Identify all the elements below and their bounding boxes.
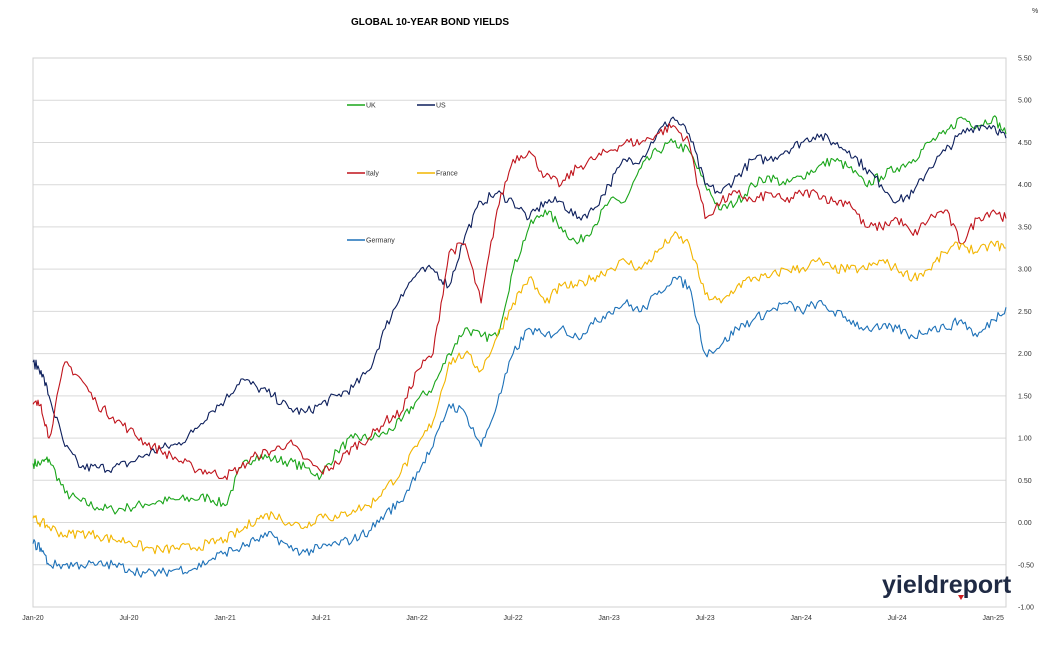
y-tick-label: -1.00 xyxy=(1018,605,1034,612)
legend-label-france: France xyxy=(436,171,458,178)
y-axis-unit-label: % xyxy=(1032,8,1038,15)
x-tick-label: Jul-21 xyxy=(312,615,331,622)
legend-label-us: US xyxy=(436,103,446,110)
x-axis-ticks: Jan-20 Jul-20 Jan-21 Jul-21 Jan-22 Jul-22 Jan-… xyxy=(22,615,1004,622)
y-tick-label: 4.50 xyxy=(1018,140,1032,147)
legend: UK US Italy France Germany xyxy=(347,103,458,245)
y-tick-label: 3.00 xyxy=(1018,267,1032,274)
y-tick-label: 0.50 xyxy=(1018,478,1032,485)
series-line-uk xyxy=(32,115,1007,515)
y-tick-label: 4.00 xyxy=(1018,182,1032,189)
x-tick-label: Jan-21 xyxy=(214,615,236,622)
y-tick-label: 0.00 xyxy=(1018,520,1032,527)
plot-area-border xyxy=(32,57,1007,608)
series-line-us xyxy=(32,116,1007,474)
y-tick-label: 2.50 xyxy=(1018,309,1032,316)
logo-text: yieldreport xyxy=(882,571,1012,599)
yieldreport-logo: yieldreport xyxy=(882,571,1012,600)
x-tick-label: Jan-24 xyxy=(790,615,812,622)
logo-accent-icon xyxy=(958,595,964,600)
x-tick-label: Jul-20 xyxy=(119,615,138,622)
x-tick-label: Jul-24 xyxy=(888,615,907,622)
series-lines xyxy=(32,115,1007,578)
legend-label-uk: UK xyxy=(366,103,376,110)
gridlines xyxy=(33,57,1006,608)
legend-label-germany: Germany xyxy=(366,238,395,245)
x-tick-label: Jan-25 xyxy=(982,615,1004,622)
y-axis-ticks: 5.50 5.00 4.50 4.00 3.50 3.00 2.50 2.00 1.50 1.00… xyxy=(1018,56,1034,612)
y-tick-label: 1.00 xyxy=(1018,436,1032,443)
x-tick-label: Jul-23 xyxy=(696,615,715,622)
series-line-italy xyxy=(32,123,1007,481)
x-tick-label: Jan-20 xyxy=(22,615,44,622)
series-line-france xyxy=(32,231,1006,555)
y-tick-label: 5.00 xyxy=(1018,98,1032,105)
series-line-germany xyxy=(32,275,1007,578)
x-tick-label: Jan-23 xyxy=(598,615,620,622)
y-tick-label: -0.50 xyxy=(1018,562,1034,569)
y-tick-label: 3.50 xyxy=(1018,224,1032,231)
x-tick-label: Jul-22 xyxy=(504,615,523,622)
y-tick-label: 1.50 xyxy=(1018,393,1032,400)
y-tick-label: 2.00 xyxy=(1018,351,1032,358)
y-tick-label: 5.50 xyxy=(1018,56,1032,63)
x-tick-label: Jan-22 xyxy=(406,615,428,622)
chart-title: GLOBAL 10-YEAR BOND YIELDS xyxy=(351,17,509,28)
legend-label-italy: Italy xyxy=(366,171,379,178)
